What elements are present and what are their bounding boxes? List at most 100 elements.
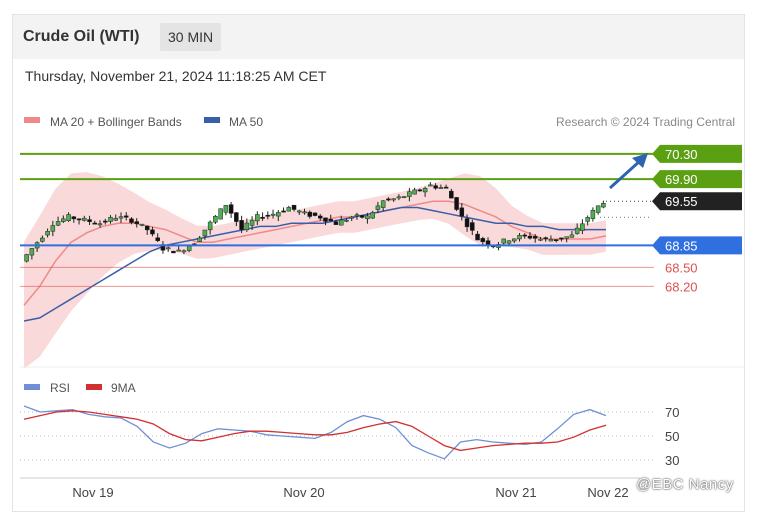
candle bbox=[123, 212, 129, 221]
ma20-legend-label: MA 20 + Bollinger Bands bbox=[50, 115, 182, 129]
candle-body bbox=[595, 205, 601, 213]
candle bbox=[569, 231, 575, 238]
candle bbox=[428, 182, 433, 187]
ma50-legend-swatch bbox=[204, 117, 220, 123]
candle bbox=[176, 245, 181, 252]
indicator-lines bbox=[23, 200, 607, 322]
rsi-ma-legend-label: 9MA bbox=[111, 381, 136, 395]
candle bbox=[76, 218, 82, 225]
candle-body bbox=[459, 207, 465, 217]
candle bbox=[344, 218, 349, 223]
candle bbox=[501, 238, 507, 245]
candle bbox=[580, 219, 585, 235]
candle-body bbox=[359, 215, 365, 218]
candles bbox=[24, 182, 606, 263]
x-axis-ticks: Nov 19 Nov 20 Nov 21 Nov 22 bbox=[72, 485, 628, 500]
candle-body bbox=[375, 205, 381, 210]
candle bbox=[422, 186, 428, 197]
rsi-level-label: 30 bbox=[665, 453, 679, 468]
candle-body bbox=[506, 240, 512, 244]
candle-body bbox=[165, 247, 171, 250]
candle bbox=[207, 220, 213, 235]
candle bbox=[590, 207, 596, 222]
level-68-85: 68.85 bbox=[20, 236, 742, 255]
candle-body bbox=[76, 218, 82, 221]
candle-body bbox=[401, 196, 407, 198]
candle-body bbox=[433, 185, 438, 189]
candle bbox=[66, 212, 71, 222]
candle-body bbox=[82, 217, 87, 221]
candle-body bbox=[580, 223, 585, 231]
candle bbox=[255, 211, 260, 226]
candle-body bbox=[532, 236, 538, 239]
candle-body bbox=[307, 211, 313, 217]
candle-body bbox=[475, 233, 480, 241]
candle bbox=[144, 225, 150, 235]
candle bbox=[118, 212, 124, 224]
candle-body bbox=[312, 212, 318, 216]
candle bbox=[543, 236, 548, 242]
candle bbox=[87, 215, 92, 225]
candle bbox=[150, 226, 155, 237]
candle-body bbox=[239, 220, 244, 230]
candle-body bbox=[302, 211, 307, 214]
level-label: 68.85 bbox=[665, 238, 698, 253]
candle bbox=[71, 215, 77, 223]
candle-body bbox=[380, 200, 386, 208]
candle-body bbox=[29, 248, 35, 256]
level-label: 70.30 bbox=[665, 147, 698, 162]
candle bbox=[380, 200, 386, 212]
candle bbox=[548, 235, 554, 242]
candle bbox=[359, 215, 365, 219]
candle bbox=[260, 212, 265, 221]
candle-body bbox=[103, 220, 108, 223]
candle-body bbox=[297, 210, 302, 213]
candle-body bbox=[176, 249, 181, 252]
candle-body bbox=[260, 217, 265, 219]
candle-body bbox=[92, 222, 98, 225]
watermark: @EBC Nancy bbox=[636, 476, 734, 493]
level-70-30: 70.30 bbox=[20, 144, 742, 163]
candle-body bbox=[276, 212, 281, 217]
candle-body bbox=[244, 222, 250, 231]
candle bbox=[585, 215, 590, 226]
candle bbox=[50, 220, 56, 237]
candle-body bbox=[574, 227, 580, 234]
forecast-arrow-head bbox=[632, 153, 648, 168]
chart-panel: Crude Oil (WTI) 30 MIN Thursday, Novembe… bbox=[12, 14, 745, 512]
bollinger-band-area bbox=[24, 172, 606, 369]
candle bbox=[40, 235, 45, 243]
level-tag bbox=[652, 170, 742, 189]
candle bbox=[197, 235, 202, 243]
candle bbox=[270, 209, 276, 219]
candle bbox=[522, 233, 527, 239]
candle bbox=[553, 239, 559, 243]
candle-body bbox=[270, 213, 276, 216]
candle bbox=[139, 223, 145, 227]
candle bbox=[297, 209, 302, 215]
candle bbox=[223, 205, 229, 216]
candle bbox=[323, 217, 328, 226]
candle-body bbox=[422, 188, 428, 193]
candle-body bbox=[123, 215, 129, 218]
candle bbox=[155, 233, 160, 243]
candle-body bbox=[438, 187, 444, 189]
rsi-line bbox=[23, 405, 607, 460]
candle-body bbox=[323, 217, 328, 222]
candle-body bbox=[449, 190, 454, 199]
candle bbox=[365, 212, 370, 224]
rsi-legend-swatch bbox=[24, 384, 40, 390]
interval-badge[interactable]: 30 MIN bbox=[160, 23, 222, 51]
candle bbox=[433, 183, 438, 190]
candle-body bbox=[396, 196, 402, 199]
candle bbox=[475, 231, 480, 241]
candle-body bbox=[511, 238, 517, 242]
candle bbox=[29, 248, 35, 260]
candle bbox=[228, 201, 234, 218]
candle bbox=[396, 194, 402, 201]
candle bbox=[417, 188, 423, 192]
candle bbox=[244, 218, 250, 232]
candle-body bbox=[338, 219, 344, 226]
candle bbox=[108, 215, 113, 224]
